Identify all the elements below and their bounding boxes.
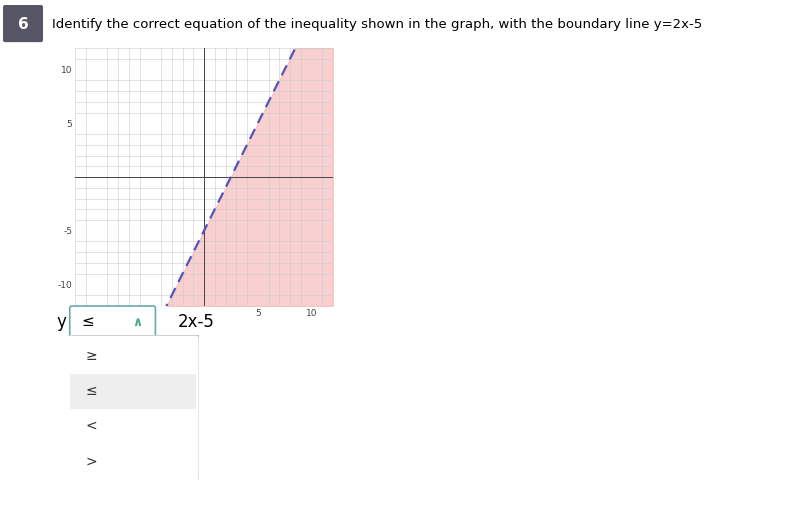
Bar — [70, 339, 196, 373]
Bar — [70, 374, 196, 408]
FancyBboxPatch shape — [3, 5, 43, 42]
Text: y: y — [57, 313, 67, 331]
Text: 6: 6 — [18, 16, 29, 31]
Text: ≤: ≤ — [81, 314, 94, 330]
FancyBboxPatch shape — [70, 306, 155, 340]
Text: Identify the correct equation of the inequality shown in the graph, with the bou: Identify the correct equation of the ine… — [52, 18, 702, 31]
Text: 2x-5: 2x-5 — [177, 313, 214, 331]
Bar — [70, 409, 196, 444]
Bar — [70, 445, 196, 479]
Text: ≥: ≥ — [86, 349, 97, 363]
Text: >: > — [86, 455, 97, 468]
Text: ∧: ∧ — [132, 315, 143, 329]
Text: <: < — [86, 419, 97, 433]
FancyBboxPatch shape — [65, 335, 199, 482]
Text: ≤: ≤ — [86, 384, 97, 398]
